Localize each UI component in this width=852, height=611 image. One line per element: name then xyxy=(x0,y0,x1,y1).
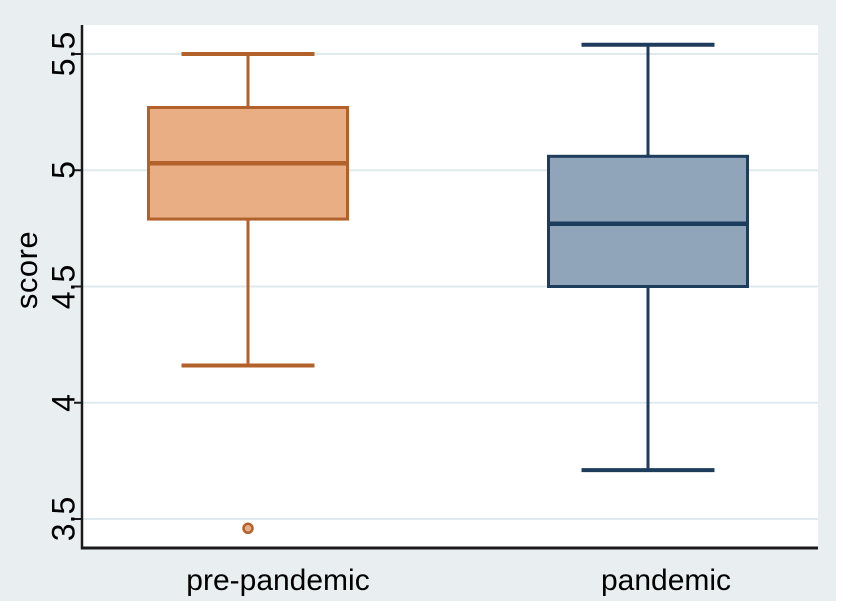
y-tick-label: 4 xyxy=(45,393,82,412)
y-tick-label: 3.5 xyxy=(45,496,82,542)
iqr-box xyxy=(547,154,749,288)
y-axis-title: score xyxy=(9,230,44,310)
y-tick-label: 5.5 xyxy=(45,31,82,77)
y-tick-label: 4.5 xyxy=(45,264,82,309)
outlier-marker xyxy=(242,522,254,535)
y-tick-label: 5 xyxy=(45,161,82,180)
x-category-label: pre-pandemic xyxy=(186,564,370,597)
x-category-label: pandemic xyxy=(600,564,732,597)
